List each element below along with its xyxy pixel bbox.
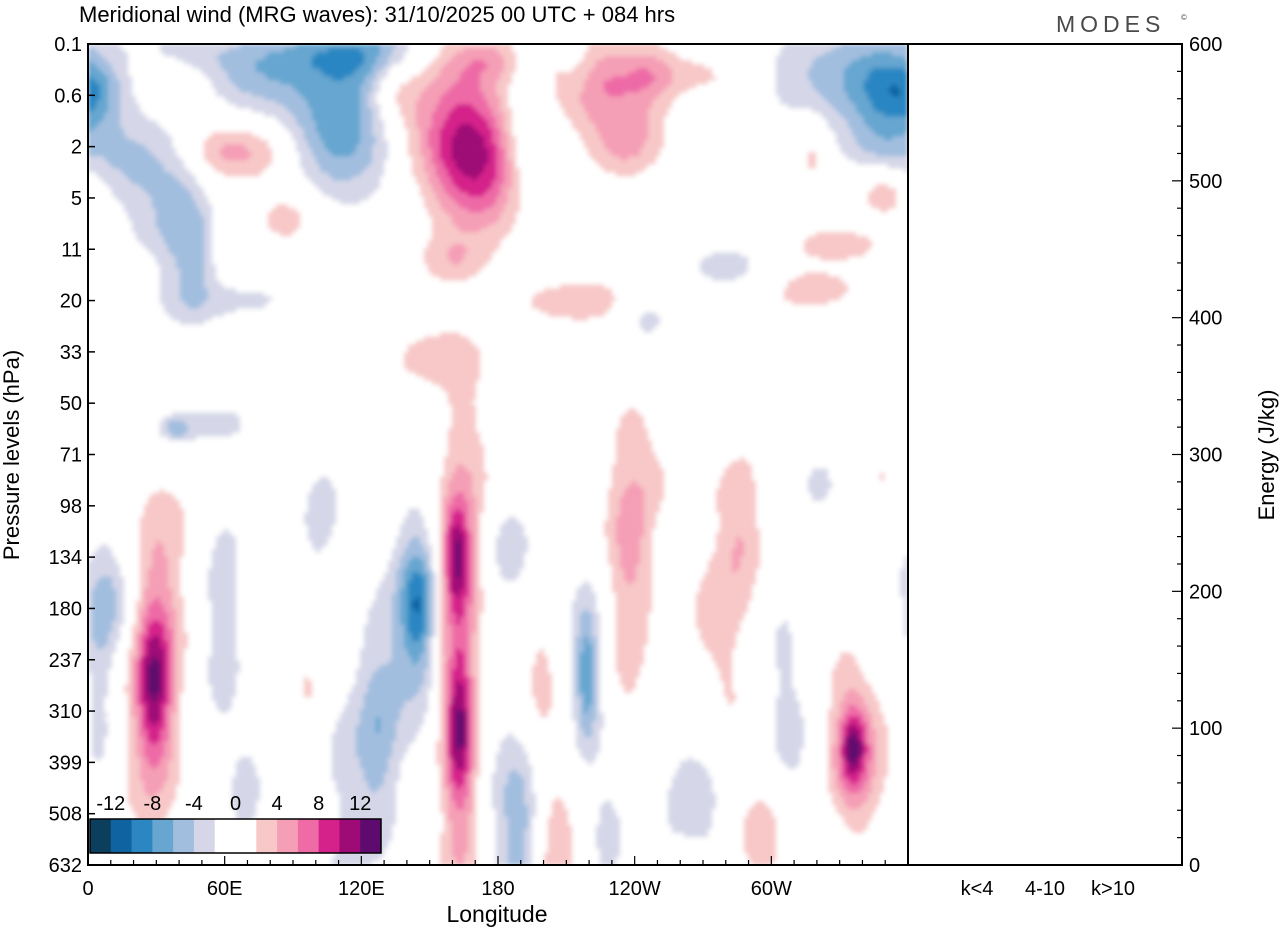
colorbar-swatch <box>90 819 112 853</box>
level-label: 5 <box>71 188 82 210</box>
level-label: 20 <box>60 291 82 313</box>
brand-name: MODES <box>1056 11 1165 37</box>
chart-title: Meridional wind (MRG waves): 31/10/2025 … <box>79 2 675 27</box>
colorbar-swatch <box>318 819 340 853</box>
energy-tick-label: 600 <box>1189 34 1222 56</box>
brand-logo: MODES © <box>1056 11 1187 37</box>
level-label: 50 <box>60 393 82 415</box>
energy-category-label: k<4 <box>961 878 994 900</box>
colorbar-swatch <box>297 819 320 853</box>
colorbar-swatch <box>110 819 132 853</box>
level-label: 11 <box>61 239 82 261</box>
colorbar-swatch <box>277 819 299 853</box>
energy-tick-label: 500 <box>1189 171 1222 193</box>
colorbar-swatch <box>214 819 236 853</box>
level-label: 2 <box>71 137 82 159</box>
colorbar-label: -12 <box>96 793 125 815</box>
level-label: 399 <box>49 752 82 774</box>
longitude-ticks: 0 60E 120E 180 120W 60W <box>82 856 909 900</box>
energy-tick-label: 400 <box>1189 308 1222 330</box>
level-label: 508 <box>49 804 82 826</box>
energy-category-label: k>10 <box>1091 878 1135 900</box>
colorbar-label: -4 <box>185 793 203 815</box>
x-axis-title: Longitude <box>446 901 547 927</box>
level-label: 0.6 <box>54 85 82 107</box>
colorbar-swatch <box>339 819 361 853</box>
brand-mark: © <box>1181 13 1187 22</box>
level-label: 33 <box>60 342 82 364</box>
energy-bar-k>10 <box>1089 864 1137 865</box>
level-label: 134 <box>49 547 82 569</box>
energy-axis: 0 100 200 300 400 500 600 <box>1172 34 1222 877</box>
level-label: 98 <box>60 496 82 518</box>
energy-bar-4-10 <box>1021 864 1069 865</box>
energy-category-label: 4-10 <box>1025 878 1065 900</box>
level-label: 237 <box>49 650 82 672</box>
level-label: 310 <box>49 701 82 723</box>
pressure-level-ticks: 0.1 0.6 2 5 11 20 33 50 71 98 134 180 237 310 399 508 63… <box>49 34 95 877</box>
colorbar-swatch <box>173 819 195 853</box>
heatmap-image <box>88 44 908 865</box>
level-label: 180 <box>49 598 82 620</box>
colorbar-swatch <box>152 819 174 853</box>
energy-bar-k<4 <box>953 864 1001 865</box>
colorbar: -12 -8 -4 0 4 8 12 <box>89 793 382 854</box>
colorbar-label: 0 <box>230 793 241 815</box>
colorbar-frame <box>89 818 382 854</box>
colorbar-swatch <box>193 819 216 853</box>
level-label: 71 <box>60 445 82 467</box>
colorbar-swatch <box>256 819 278 853</box>
energy-bars: k<4 4-10 k>10 <box>953 864 1137 900</box>
colorbar-label: 8 <box>313 793 324 815</box>
longitude-label: 0 <box>82 878 93 900</box>
energy-tick-label: 300 <box>1189 445 1222 467</box>
level-label: 632 <box>49 855 82 877</box>
level-label: 0.1 <box>54 34 82 56</box>
heatmap-layer <box>88 44 908 865</box>
energy-tick-label: 100 <box>1189 718 1222 740</box>
y-axis-title: Pressure levels (hPa) <box>0 350 24 560</box>
longitude-label: 180 <box>481 878 514 900</box>
colorbar-label: 4 <box>272 793 283 815</box>
colorbar-swatch <box>360 819 382 853</box>
longitude-label: 60E <box>207 878 243 900</box>
energy-tick-label: 0 <box>1189 855 1200 877</box>
longitude-label: 120E <box>338 878 385 900</box>
energy-tick-label: 200 <box>1189 581 1222 603</box>
colorbar-label: 12 <box>349 793 371 815</box>
longitude-label: 120W <box>609 878 661 900</box>
colorbar-swatch <box>131 819 153 853</box>
energy-axis-title: Energy (J/kg) <box>1254 390 1279 521</box>
colorbar-swatch <box>235 819 257 853</box>
longitude-label: 60W <box>751 878 792 900</box>
colorbar-label: -8 <box>143 793 161 815</box>
